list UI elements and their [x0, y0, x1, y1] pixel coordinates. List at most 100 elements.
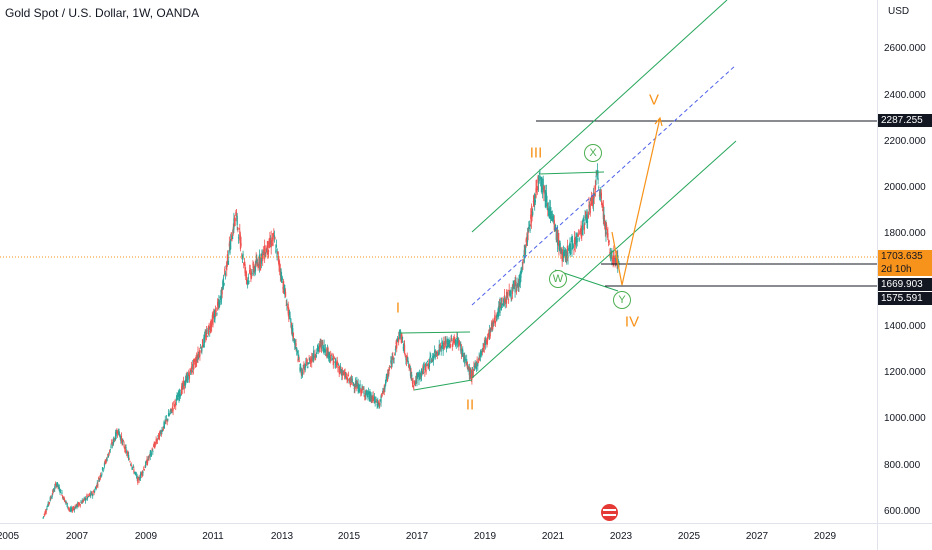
support-price-tag-2[interactable]: 1575.591 [878, 292, 932, 305]
candle-body [425, 370, 427, 372]
candle-body [275, 245, 278, 247]
candle-body [60, 494, 62, 496]
candle-body [605, 223, 607, 235]
candle-body [466, 362, 468, 369]
candle-body [158, 433, 160, 440]
candle-body [509, 295, 512, 296]
candle-body [574, 241, 576, 247]
wave-iv-label[interactable]: IV [624, 313, 640, 331]
candle-body [423, 364, 425, 368]
wave-w-label[interactable]: W [549, 270, 567, 288]
candle-body [241, 256, 244, 258]
us-flag-icon[interactable] [601, 504, 618, 521]
pattern-top-line-2 [538, 171, 605, 175]
candle-body [85, 499, 87, 501]
candle-body [358, 384, 360, 393]
candle-body [612, 262, 614, 264]
candle-body [276, 248, 278, 258]
candle-body [373, 396, 376, 403]
candle-body [157, 435, 159, 437]
candle-body [333, 361, 335, 363]
candle-body [593, 192, 595, 199]
candle-body [52, 489, 55, 492]
candle-body [182, 383, 184, 387]
candle-body [494, 320, 497, 324]
candle-body [575, 237, 577, 239]
candle-body [351, 378, 353, 383]
candle-body [302, 365, 304, 367]
candle-body [390, 362, 393, 368]
candle-body [376, 403, 378, 406]
candle-body [95, 487, 97, 491]
candle-body [332, 354, 334, 366]
candle-body [617, 260, 619, 264]
candle-body [603, 213, 605, 222]
candle-body [281, 277, 283, 280]
projection-arrowhead [654, 116, 663, 127]
candle-body [456, 336, 459, 344]
candle-body [362, 389, 364, 390]
candle-body [549, 207, 551, 219]
candle-body [382, 388, 384, 393]
candle-body [262, 253, 264, 262]
candle-body [120, 436, 122, 442]
last-price-tag[interactable]: 1703.635 [878, 250, 932, 263]
time-label: 2023 [609, 531, 633, 542]
candle-body [164, 422, 166, 425]
candle-body [294, 344, 296, 350]
candle-body [121, 439, 123, 445]
candle-body [82, 499, 85, 501]
candle-body [109, 449, 111, 453]
currency-label[interactable]: USD [888, 6, 910, 17]
candle-body [459, 343, 461, 346]
target-price-tag[interactable]: 2287.255 [878, 114, 932, 127]
candle-body [100, 475, 102, 477]
candle-body [81, 500, 83, 504]
candle-body [115, 430, 117, 437]
candle-body [151, 448, 153, 451]
candle-body [307, 362, 310, 365]
candle-body [559, 242, 561, 251]
wave-x-label[interactable]: X [584, 144, 602, 162]
candle-body [261, 250, 263, 255]
candle-body [198, 353, 200, 356]
wave-v-label[interactable]: V [648, 91, 660, 109]
candle-body [211, 322, 213, 328]
candle-body [404, 354, 406, 357]
candle-body [69, 508, 72, 512]
wave-ii-label[interactable]: II [465, 396, 475, 414]
wave-y-label[interactable]: Y [613, 291, 631, 309]
candle-body [243, 262, 245, 265]
candle-body [517, 284, 519, 286]
candle-body [468, 366, 470, 376]
candle-body [411, 381, 414, 384]
candle-body [209, 330, 211, 332]
support-price-tag-1[interactable]: 1669.903 [878, 278, 932, 291]
candle-body [260, 254, 262, 264]
candle-body [303, 365, 306, 367]
candle-body [119, 436, 121, 438]
candle-body [540, 180, 542, 185]
candle-body [150, 450, 152, 453]
candle-body [555, 225, 557, 232]
wave-i-label[interactable]: I [395, 299, 401, 317]
candle-body [488, 329, 490, 339]
candle-body [426, 362, 428, 367]
symbol-title[interactable]: Gold Spot / U.S. Dollar, 1W, OANDA [5, 6, 200, 20]
bar-countdown-tag: 2d 10h [878, 263, 932, 276]
candle-body [445, 340, 447, 347]
candle-body [219, 296, 221, 299]
candle-body [386, 374, 389, 381]
candle-body [538, 175, 540, 181]
candle-body [177, 397, 179, 401]
candle-body [223, 282, 225, 286]
candle-body [400, 334, 402, 343]
candle-body [42, 517, 44, 519]
candle-body [462, 354, 465, 358]
wave-iii-label[interactable]: III [529, 144, 543, 162]
candle-body [430, 355, 432, 357]
candle-body [391, 355, 393, 365]
candle-body [386, 374, 388, 378]
